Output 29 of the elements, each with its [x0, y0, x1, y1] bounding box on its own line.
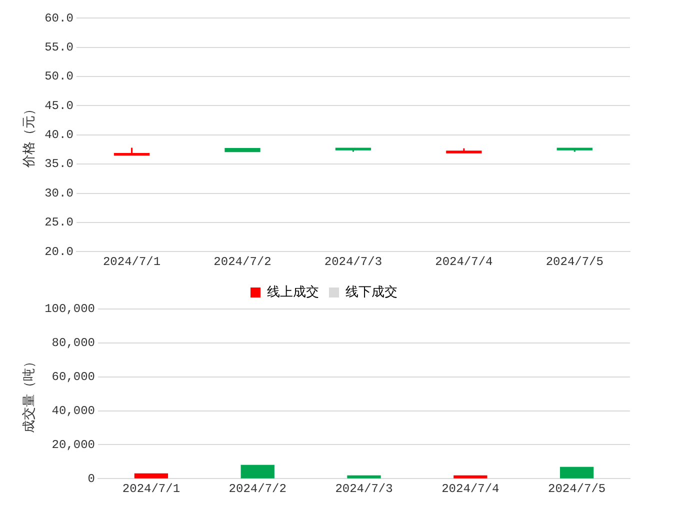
y-tick-label: 45.0 [44, 98, 74, 113]
y-tick-label: 55.0 [44, 40, 74, 55]
x-tick-label: 2024/7/4 [442, 482, 500, 496]
x-tick-label: 2024/7/5 [546, 254, 604, 269]
y-tick-label: 40,000 [52, 404, 96, 418]
x-tick-label: 2024/7/3 [324, 254, 382, 269]
y-tick-label: 30.0 [44, 186, 74, 200]
x-tick-label: 2024/7/2 [228, 482, 286, 496]
x-tick-label: 2024/7/5 [548, 482, 606, 496]
y-tick-label: 60,000 [52, 370, 96, 384]
x-tick-label: 2024/7/1 [102, 254, 161, 269]
y-tick-label: 100,000 [44, 302, 96, 316]
y-tick-label: 35.0 [44, 157, 74, 172]
y-tick-label: 20.0 [44, 244, 74, 259]
x-tick-label: 2024/7/4 [435, 254, 493, 269]
y-tick-label: 50.0 [44, 70, 74, 84]
y-tick-label: 25.0 [44, 216, 74, 230]
legend-label: 线下成交 [346, 284, 398, 300]
y-axis-title: 成交量（吨） [21, 354, 38, 433]
y-tick-label: 0 [88, 472, 96, 486]
x-tick-label: 2024/7/1 [122, 482, 180, 496]
legend-label: 线上成交 [267, 284, 319, 300]
y-tick-label: 20,000 [52, 438, 96, 452]
x-tick-label: 2024/7/2 [214, 254, 272, 269]
y-tick-label: 60.0 [44, 11, 74, 26]
y-axis-title: 价格（元） [22, 102, 38, 168]
x-tick-label: 2024/7/3 [335, 482, 393, 496]
y-tick-label: 40.0 [44, 128, 74, 142]
y-tick-label: 80,000 [52, 336, 96, 350]
